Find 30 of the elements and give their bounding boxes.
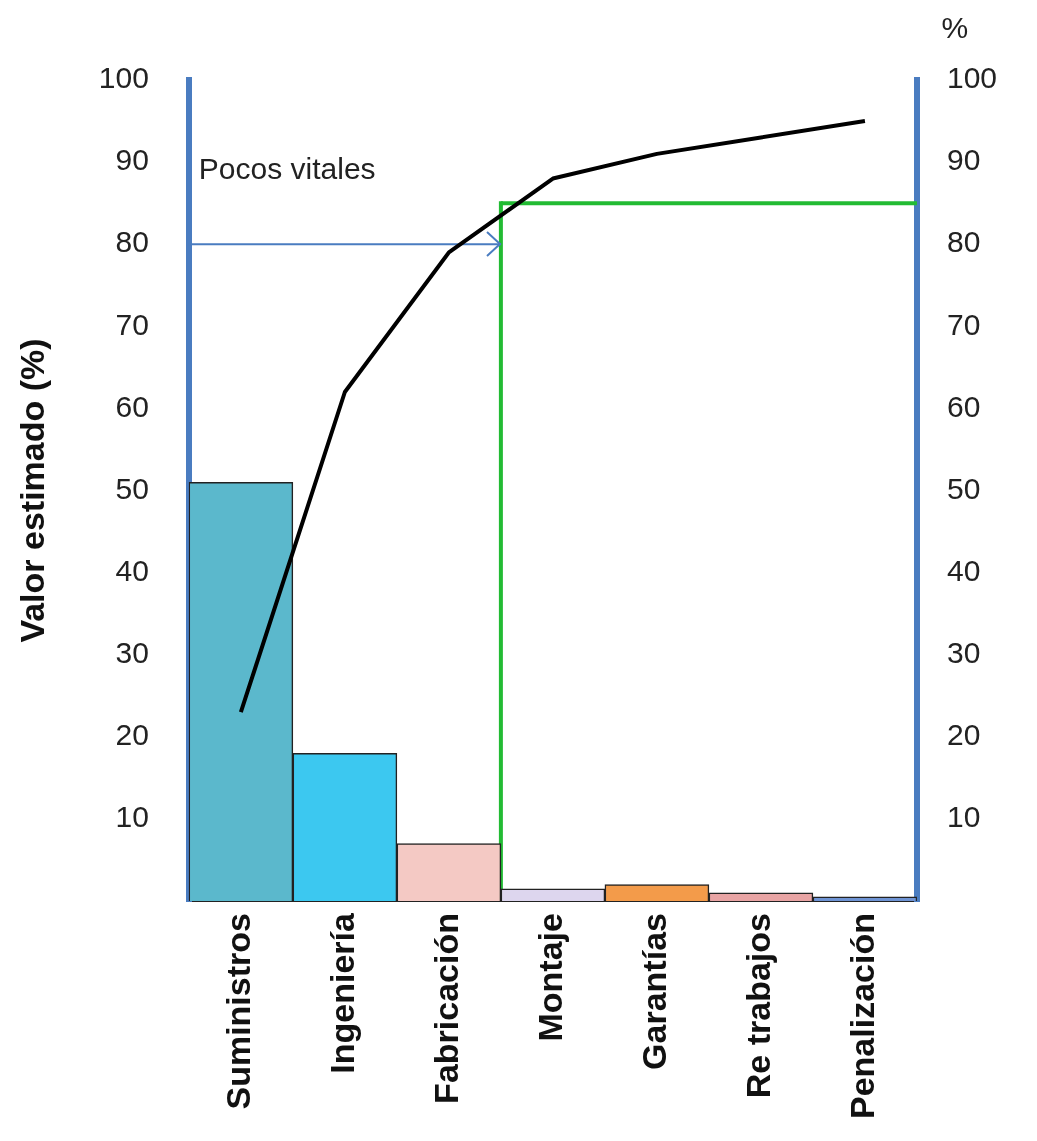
y-tick-label: 20 — [115, 718, 149, 752]
y-tick-label: 40 — [115, 553, 149, 587]
y2-axis-title: % — [941, 11, 969, 45]
x-tick-label: Re trabajos — [739, 913, 778, 1099]
y-tick-label: 80 — [115, 225, 149, 259]
y2-tick-label: 40 — [946, 553, 981, 587]
y2-tick-label: 80 — [946, 225, 981, 259]
y2-tick-label: 100 — [946, 61, 998, 95]
x-tick-label: Fabricación — [427, 913, 466, 1104]
y2-tick-label: 90 — [946, 143, 981, 177]
y-tick-label: 60 — [115, 389, 149, 423]
y-axis-title: Valor estimado (%) — [12, 338, 51, 643]
x-tick-label: Ingeniería — [323, 911, 362, 1074]
y-tick-label: 50 — [115, 471, 149, 505]
y-tick-label: 100 — [98, 61, 149, 95]
y2-tick-label: 10 — [946, 800, 981, 834]
x-tick-label: Montaje — [531, 913, 570, 1042]
x-tick-label: Suministros — [219, 913, 258, 1110]
y-tick-label: 70 — [115, 307, 149, 341]
y2-tick-label: 70 — [946, 307, 981, 341]
y-tick-label: 10 — [115, 800, 149, 834]
x-tick-label: Garantías — [635, 913, 674, 1070]
y2-tick-label: 30 — [946, 635, 981, 669]
y2-tick-label: 20 — [946, 718, 981, 752]
y2-tick-label: 50 — [946, 471, 981, 505]
y-tick-label: 90 — [115, 143, 149, 177]
y2-tick-label: 60 — [946, 389, 981, 423]
ref-line-label: Pocos vitales — [198, 152, 376, 186]
x-tick-label: Penalización — [843, 913, 882, 1120]
y-tick-label: 30 — [115, 635, 149, 669]
